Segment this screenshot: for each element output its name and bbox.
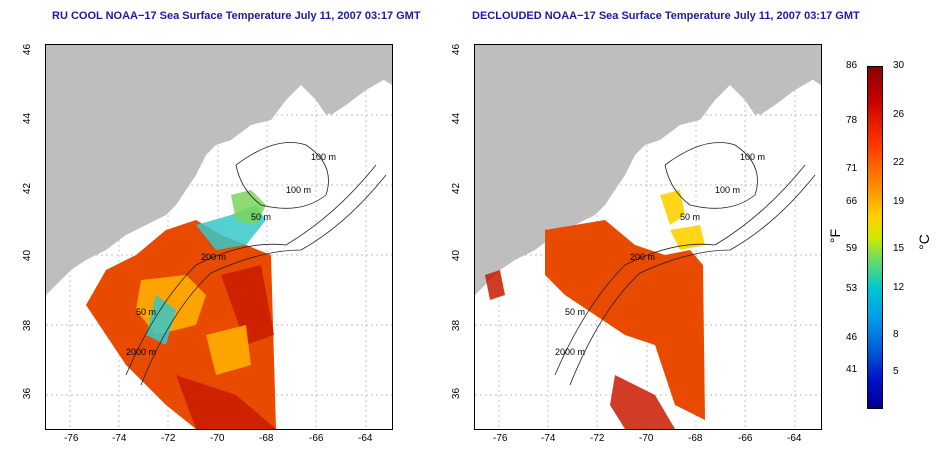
sst-gulf-maine (231, 190, 266, 225)
contour-label: 2000 m (126, 347, 156, 357)
contour-label: 100 m (311, 152, 336, 162)
contour-label: 100 m (740, 152, 765, 162)
colorbar-c-label: 12 (893, 282, 905, 293)
y-tick-label: 38 (451, 319, 463, 332)
colorbar-f-label: 46 (846, 332, 858, 343)
colorbar-c-label: 8 (893, 329, 899, 340)
colorbar-c-label: 15 (893, 243, 905, 254)
temperature-colorbar (867, 66, 883, 409)
contour-label: 200 m (630, 252, 655, 262)
sst-hot-patches (176, 265, 276, 429)
right-panel-title: DECLOUDED NOAA−17 Sea Surface Temperatur… (472, 10, 860, 22)
sst-mid-band (660, 190, 705, 250)
contour-label: 50 m (565, 307, 585, 317)
colorbar-c-label: 19 (893, 196, 905, 207)
left-panel-title: RU COOL NOAA−17 Sea Surface Temperature … (52, 10, 421, 22)
colorbar-c-label: 22 (893, 157, 905, 168)
y-tick-label: 44 (22, 112, 34, 125)
y-tick-label: 40 (22, 249, 34, 262)
land-nova-scotia (306, 50, 392, 115)
y-tick-label: 40 (451, 249, 463, 262)
colorbar-c-label: 30 (893, 60, 905, 71)
right-map-panel: 100 m 100 m 50 m 200 m 50 m 2000 m (474, 44, 822, 430)
contour-label: 200 m (201, 252, 226, 262)
sst-warm-swath (545, 220, 705, 420)
x-tick-label: -70 (210, 433, 225, 444)
x-tick-label: -74 (112, 433, 127, 444)
colorbar-f-label: 41 (846, 364, 858, 375)
sst-hot-patches (485, 270, 675, 429)
sst-mid-band (136, 275, 251, 375)
x-tick-label: -66 (738, 433, 753, 444)
x-tick-label: -72 (161, 433, 176, 444)
contour-label: 50 m (136, 307, 156, 317)
x-tick-label: -64 (358, 433, 373, 444)
y-tick-label: 38 (22, 319, 34, 332)
x-tick-label: -74 (541, 433, 556, 444)
x-tick-label: -64 (787, 433, 802, 444)
x-tick-label: -68 (688, 433, 703, 444)
land-mass (46, 45, 392, 295)
y-tick-label: 36 (451, 387, 463, 400)
y-tick-label: 42 (451, 182, 463, 195)
contour-label: 100 m (286, 185, 311, 195)
land-nova-scotia (735, 50, 821, 115)
contour-label: 50 m (680, 212, 700, 222)
left-map-panel: 100 m 100 m 50 m 200 m 50 m 2000 m (45, 44, 393, 430)
sst-cool-shelf (146, 205, 266, 345)
contour-label: 2000 m (555, 347, 585, 357)
y-tick-label: 46 (22, 43, 34, 56)
bathymetry-contours (125, 142, 387, 386)
contour-label: 100 m (715, 185, 740, 195)
x-tick-label: -68 (259, 433, 274, 444)
y-tick-label: 44 (451, 112, 463, 125)
unit-celsius: °C (915, 234, 932, 250)
unit-fahrenheit: °F (827, 228, 844, 244)
x-tick-label: -76 (64, 433, 79, 444)
x-tick-label: -76 (493, 433, 508, 444)
colorbar-f-label: 71 (846, 163, 858, 174)
contour-label: 50 m (251, 212, 271, 222)
left-map-svg: 100 m 100 m 50 m 200 m 50 m 2000 m (46, 45, 392, 429)
bathymetry-contours (554, 142, 816, 386)
x-tick-label: -70 (639, 433, 654, 444)
y-tick-label: 36 (22, 387, 34, 400)
colorbar-c-label: 5 (893, 366, 899, 377)
x-tick-label: -72 (590, 433, 605, 444)
colorbar-f-label: 78 (846, 115, 858, 126)
x-tick-label: -66 (309, 433, 324, 444)
colorbar-f-label: 86 (846, 60, 858, 71)
colorbar-f-label: 53 (846, 283, 858, 294)
colorbar-f-label: 59 (846, 243, 858, 254)
colorbar-c-label: 26 (893, 109, 905, 120)
y-tick-label: 46 (451, 43, 463, 56)
right-map-svg: 100 m 100 m 50 m 200 m 50 m 2000 m (475, 45, 821, 429)
colorbar-f-label: 66 (846, 196, 858, 207)
land-mass (475, 45, 821, 295)
y-tick-label: 42 (22, 182, 34, 195)
